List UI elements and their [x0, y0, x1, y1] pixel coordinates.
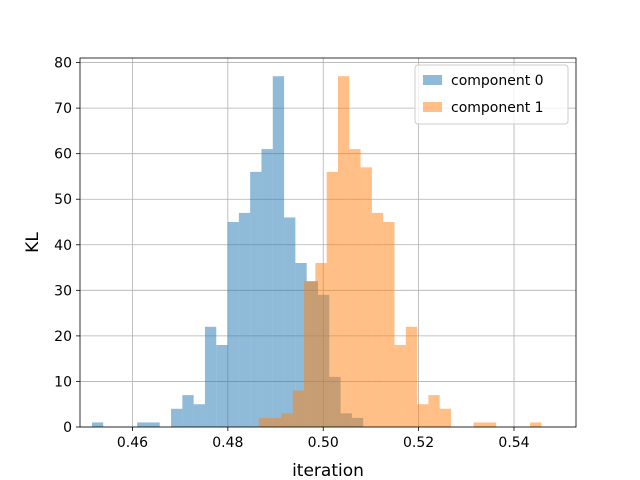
histogram-bar-series-1 — [394, 345, 406, 427]
legend-swatch — [423, 102, 442, 112]
y-axis-title: KL — [23, 232, 43, 253]
histogram-bar-series-0 — [91, 422, 104, 427]
histogram-bar-series-0 — [216, 345, 228, 427]
histogram-bar-series-1 — [360, 167, 372, 428]
histogram-bar-series-1 — [304, 281, 316, 427]
x-tick-label: 0.46 — [117, 435, 148, 451]
y-tick-label: 20 — [54, 329, 72, 345]
y-tick-label: 50 — [54, 192, 72, 208]
legend-label: component 0 — [451, 73, 544, 89]
histogram-bar-series-1 — [258, 417, 271, 427]
histogram-bar-series-1 — [530, 422, 542, 427]
y-tick-label: 70 — [54, 101, 72, 117]
histogram-bar-series-0 — [250, 171, 262, 427]
histogram-bar-series-1 — [473, 422, 485, 427]
x-tick-label: 0.52 — [403, 435, 434, 451]
y-tick-label: 40 — [54, 238, 72, 254]
histogram-bar-series-0 — [171, 408, 183, 427]
histogram-bar-series-0 — [295, 263, 307, 427]
histogram-bar-series-1 — [417, 404, 429, 427]
histogram-bar-series-1 — [337, 76, 350, 427]
histogram-bar-series-1 — [326, 171, 338, 427]
histogram-bar-series-0 — [261, 149, 273, 427]
axes-frame — [79, 57, 577, 428]
y-tick-label: 60 — [54, 147, 72, 163]
legend-box — [414, 64, 569, 125]
x-axis-title: iteration — [292, 461, 364, 480]
histogram-bar-series-0 — [193, 404, 205, 427]
histogram-bar-series-1 — [349, 149, 361, 427]
legend-swatch — [423, 75, 442, 85]
histogram-bar-series-0 — [284, 217, 296, 427]
x-tick-label: 0.54 — [498, 435, 529, 451]
x-tick-label: 0.50 — [308, 435, 339, 451]
y-tick-label: 10 — [54, 374, 72, 390]
histogram-bar-series-0 — [137, 422, 149, 427]
histogram-bar-series-1 — [405, 326, 418, 427]
histogram-bar-series-0 — [272, 76, 285, 427]
histogram-bar-series-1 — [292, 390, 305, 427]
y-tick-label: 80 — [54, 56, 72, 72]
histogram-bar-series-0 — [148, 422, 160, 427]
histogram-bar-series-1 — [371, 212, 384, 427]
histogram-bar-series-0 — [182, 395, 194, 427]
histogram-bar-series-0 — [204, 326, 217, 427]
histogram-bar-series-1 — [383, 222, 395, 427]
histogram-bar-series-1 — [315, 263, 327, 427]
histogram-bars — [91, 76, 542, 428]
y-axis-ticks: 0 10 20 30 40 50 60 70 80 — [54, 56, 80, 436]
legend: component 0 component 1 — [414, 64, 569, 125]
histogram-bar-series-1 — [428, 395, 440, 427]
x-tick-label: 0.48 — [212, 435, 243, 451]
histogram-bar-series-0 — [238, 212, 251, 427]
y-tick-label: 0 — [63, 420, 72, 436]
legend-label: component 1 — [451, 100, 544, 116]
histogram-bar-series-0 — [227, 222, 239, 427]
histogram-bar-series-1 — [439, 408, 451, 427]
histogram-bar-series-1 — [484, 422, 497, 427]
x-axis-ticks: 0.46 0.48 0.50 0.52 0.54 — [117, 427, 530, 451]
histogram-bar-series-1 — [270, 417, 282, 427]
histogram-bar-series-1 — [281, 413, 293, 427]
y-tick-label: 30 — [54, 283, 72, 299]
